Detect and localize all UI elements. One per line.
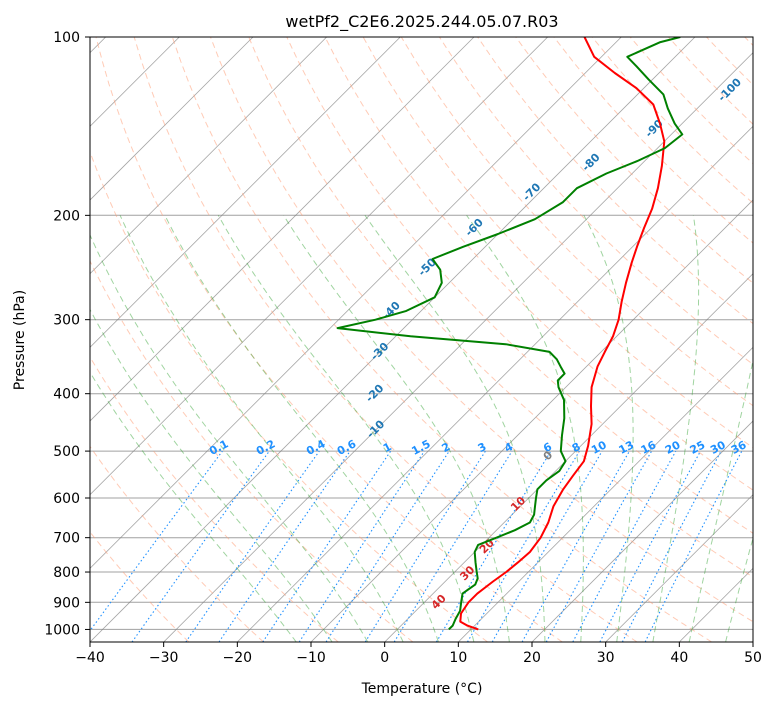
- moist-adiabat-line: [217, 215, 475, 642]
- mixing-ratio-line: [90, 450, 223, 632]
- x-tick-label: −30: [149, 650, 179, 666]
- moist-adiabat-line: [466, 215, 584, 642]
- x-tick-label: −40: [75, 650, 105, 666]
- x-tick-label: 50: [744, 650, 762, 666]
- isotherm-line: [90, 37, 696, 642]
- isotherm-line: [90, 37, 475, 422]
- y-tick-label: 400: [53, 387, 80, 403]
- isotherm-line: [531, 420, 753, 642]
- x-tick-label: 0: [380, 650, 389, 666]
- isotherm-line: [237, 125, 753, 642]
- y-tick-label: 500: [53, 444, 80, 460]
- moist-adiabat-line: [164, 215, 439, 642]
- y-tick-label: 900: [53, 595, 80, 611]
- isotherm-line: [605, 494, 753, 642]
- mixing-ratio-label: 36: [729, 438, 749, 457]
- y-axis-label: Pressure (hPa): [12, 290, 28, 390]
- dry-adiabat-line: [210, 37, 753, 623]
- mixing-ratio-line: [185, 450, 320, 642]
- mixing-ratio-line: [218, 450, 351, 642]
- mixing-ratio-line: [393, 450, 513, 642]
- moist-adiabat-line: [364, 215, 546, 642]
- dry-adiabat-line: [515, 37, 753, 284]
- dry-adiabat-line: [286, 37, 753, 534]
- dry-adiabat-line: [324, 37, 753, 491]
- isotherm-line: [90, 37, 327, 275]
- mixing-ratio-line: [325, 450, 450, 642]
- dry-adiabat-line: [248, 37, 753, 578]
- mixing-ratio-line: [262, 450, 392, 642]
- mixing-ratio-label: 20: [663, 438, 683, 457]
- moist-adiabat-line: [90, 308, 333, 642]
- dry-adiabat-line: [133, 37, 638, 642]
- mixing-ratio-line: [572, 450, 677, 642]
- mixing-ratio-line: [545, 450, 653, 642]
- dry-adiabat-line: [95, 37, 563, 642]
- isotherm-line: [163, 52, 753, 642]
- y-tick-label: 800: [53, 565, 80, 581]
- isotherm-line: [90, 37, 254, 201]
- y-tick-label: 100: [53, 30, 80, 46]
- mixing-ratio-line: [131, 450, 270, 642]
- mixing-ratio-line: [644, 450, 743, 642]
- chart-grid: [90, 37, 753, 642]
- moist-adiabat-line: [90, 371, 297, 642]
- y-tick-label: 700: [53, 531, 80, 547]
- x-tick-label: 40: [670, 650, 688, 666]
- dewpoint-profile-line: [336, 37, 684, 631]
- mixing-ratio-label: 10: [589, 438, 609, 457]
- y-tick-label: 300: [53, 313, 80, 329]
- y-tick-label: 200: [53, 208, 80, 224]
- isotherm-line: [90, 37, 548, 496]
- dry-adiabat-line: [90, 259, 414, 642]
- plot-frame: [89, 36, 754, 643]
- moist-adiabat-line: [652, 215, 700, 642]
- dry-adiabat-line: [90, 445, 264, 642]
- mixing-ratio-line: [521, 450, 630, 642]
- mixing-ratio-label: 16: [639, 438, 659, 457]
- isotherm-line: [458, 346, 753, 642]
- moist-adiabat-line: [119, 215, 404, 642]
- isotherm-line: [90, 37, 401, 348]
- x-tick-label: −20: [223, 650, 253, 666]
- dry-adiabat-line: [171, 37, 712, 642]
- mixing-ratio-label: 25: [688, 438, 708, 457]
- chart-title: wetPf2_C2E6.2025.244.05.07.R03: [285, 12, 558, 32]
- x-axis-label: Temperature (°C): [361, 681, 483, 697]
- moist-adiabat-line: [90, 233, 369, 642]
- x-tick-label: 30: [597, 650, 615, 666]
- chart-axes: −40 −30 −20 −10 0 10 20 30 40 50 100 200 300 400 500 60…: [44, 30, 762, 666]
- x-tick-label: −10: [296, 650, 326, 666]
- isotherm-line: [90, 37, 622, 569]
- mixing-ratio-line: [298, 450, 425, 642]
- moist-adiabat-line: [283, 215, 510, 642]
- moist-adiabat-line: [583, 215, 634, 642]
- x-tick-label: 10: [449, 650, 467, 666]
- plot-background: [90, 37, 753, 642]
- y-tick-label: 1000: [44, 622, 80, 638]
- y-tick-label: 600: [53, 491, 80, 507]
- mixing-ratio-label: 13: [617, 438, 637, 457]
- x-tick-label: 20: [523, 650, 541, 666]
- chart-series: [336, 37, 684, 631]
- mixing-ratio-label: 30: [708, 438, 728, 457]
- dry-adiabat-line: [90, 356, 339, 642]
- plot-area: [90, 37, 753, 642]
